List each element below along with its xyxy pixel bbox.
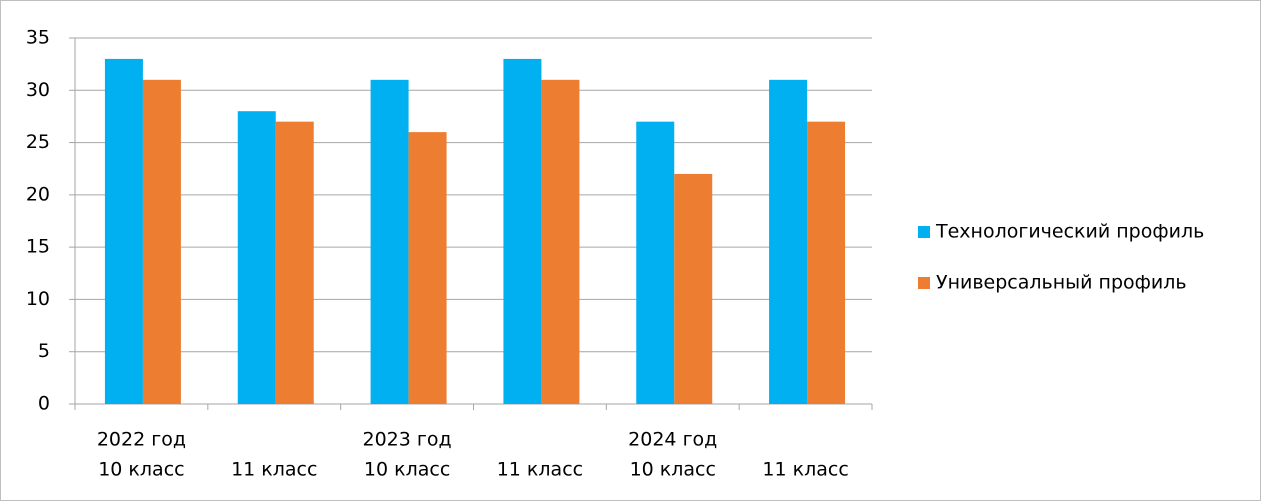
- x-tick-label: 2022 год: [97, 429, 186, 451]
- bar: [408, 132, 447, 404]
- y-tick-label: 25: [26, 131, 50, 153]
- y-tick-label: 0: [38, 393, 50, 415]
- bar: [541, 79, 580, 404]
- bar: [104, 58, 143, 405]
- x-tick-label: 10 класс: [364, 459, 450, 481]
- bar: [370, 79, 409, 404]
- bar: [142, 79, 181, 404]
- y-tick-label: 10: [26, 288, 50, 310]
- y-tick-label: 15: [26, 236, 50, 258]
- bar: [275, 121, 314, 405]
- x-tick-label: 2023 год: [363, 429, 452, 451]
- bar: [237, 111, 276, 404]
- x-tick-label: 2024 год: [628, 429, 717, 451]
- x-tick-label: 10 класс: [98, 459, 184, 481]
- bar: [769, 79, 808, 404]
- bar: [636, 121, 675, 405]
- bar: [503, 58, 542, 405]
- y-tick-label: 30: [26, 79, 50, 101]
- legend-swatch: [918, 226, 930, 238]
- bar: [674, 173, 713, 404]
- x-tick-label: 11 класс: [231, 459, 317, 481]
- x-tick-label: 10 класс: [630, 459, 716, 481]
- y-tick-label: 20: [26, 183, 50, 205]
- legend-label: Технологический профиль: [935, 221, 1204, 243]
- y-tick-label: 35: [26, 27, 50, 49]
- bar: [807, 121, 846, 405]
- x-tick-label: 11 класс: [497, 459, 583, 481]
- legend-swatch: [918, 277, 930, 289]
- legend-label: Универсальный профиль: [936, 272, 1187, 294]
- y-tick-label: 5: [38, 340, 50, 362]
- x-tick-label: 11 класс: [762, 459, 848, 481]
